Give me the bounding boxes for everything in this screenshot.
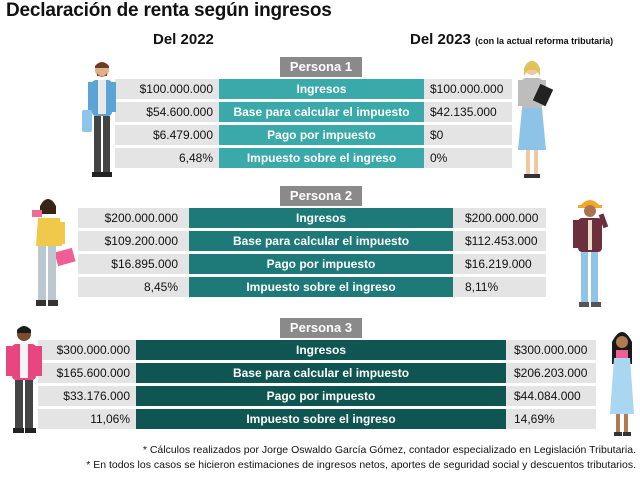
column-header-2023-label: Del 2023 bbox=[410, 31, 471, 48]
value-2022: 8,45% bbox=[143, 280, 178, 294]
value-2023: $206.203.000 bbox=[514, 366, 588, 380]
value-2022: $200.000.000 bbox=[104, 211, 178, 225]
value-2023: $112.453.000 bbox=[465, 234, 538, 248]
value-2023: $16.219.000 bbox=[465, 257, 532, 271]
row-label: Base para calcular el impuesto bbox=[189, 231, 453, 251]
value-2023: 8,11% bbox=[465, 280, 499, 294]
row-label: Ingresos bbox=[136, 340, 506, 360]
value-2022: $100.000.000 bbox=[139, 82, 213, 96]
value-2023: $44.084.000 bbox=[514, 389, 581, 403]
row-label: Ingresos bbox=[189, 208, 453, 228]
persona-2-tag: Persona 2 bbox=[280, 186, 362, 206]
row-label: Pago por impuesto bbox=[189, 254, 453, 274]
row-label: Ingresos bbox=[219, 79, 424, 99]
value-2023: $300.000.000 bbox=[514, 343, 588, 357]
man-with-bag-icon bbox=[82, 62, 116, 177]
value-2022: $33.176.000 bbox=[63, 389, 130, 403]
page-title: Declaración de renta según ingresos bbox=[6, 0, 332, 21]
row-label: Base para calcular el impuesto bbox=[136, 363, 506, 383]
value-2023: $0 bbox=[430, 128, 444, 142]
value-2023: $100.000.000 bbox=[430, 82, 504, 96]
value-2023: 14,69% bbox=[514, 412, 555, 426]
value-2022: $109.200.000 bbox=[104, 234, 178, 248]
row-label: Base para calcular el impuesto bbox=[219, 102, 424, 122]
woman-with-phone-icon bbox=[32, 199, 76, 306]
value-2022: $165.600.000 bbox=[56, 366, 130, 380]
persona-1-tag: Persona 1 bbox=[280, 57, 362, 77]
woman-in-blue-dress-icon bbox=[610, 332, 634, 436]
value-2023: $200.000.000 bbox=[465, 211, 539, 225]
footnote-1: * Cálculos realizados por Jorge Oswaldo … bbox=[142, 444, 636, 456]
row-label: Impuesto sobre el ingreso bbox=[219, 148, 424, 168]
row-label: Impuesto sobre el ingreso bbox=[189, 277, 453, 297]
value-2022: 11,06% bbox=[90, 412, 130, 426]
persona-3-tag: Persona 3 bbox=[280, 318, 362, 338]
column-header-2023: Del 2023 (con la actual reforma tributar… bbox=[410, 31, 613, 48]
worker-with-helmet-icon bbox=[573, 200, 609, 307]
value-2022: $6.479.000 bbox=[152, 128, 213, 142]
value-2023: 0% bbox=[430, 151, 448, 165]
man-in-pink-jacket-icon bbox=[6, 326, 42, 433]
footnote-2: * En todos los casos se hicieron estimac… bbox=[86, 459, 636, 471]
value-2022: 6,48% bbox=[178, 151, 213, 165]
value-2022: $54.600.000 bbox=[146, 105, 213, 119]
value-2022: $300.000.000 bbox=[56, 343, 130, 357]
value-2022: $16.895.000 bbox=[111, 257, 178, 271]
column-header-2023-note: (con la actual reforma tributaria) bbox=[475, 36, 614, 46]
woman-with-folder-icon bbox=[518, 61, 554, 178]
column-header-2022: Del 2022 bbox=[153, 31, 214, 48]
row-label: Pago por impuesto bbox=[219, 125, 424, 145]
row-label: Pago por impuesto bbox=[136, 386, 506, 406]
row-label: Impuesto sobre el ingreso bbox=[136, 409, 506, 429]
value-2023: $42.135.000 bbox=[430, 105, 497, 119]
